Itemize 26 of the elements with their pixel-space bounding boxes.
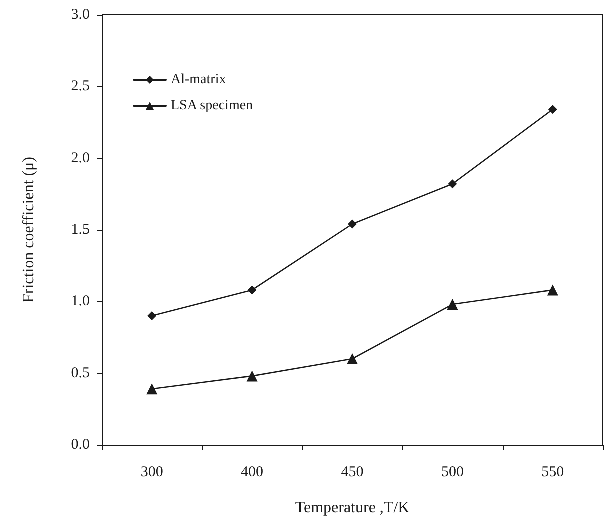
point	[246, 370, 258, 382]
y-tick-label: 3.0	[71, 7, 90, 23]
point	[447, 299, 458, 310]
y-tick-label: 0.0	[71, 437, 90, 453]
y-axis-title: Friction coefficient (μ)	[20, 156, 38, 304]
x-tick-label: 400	[241, 464, 264, 480]
x-axis-title: Temperature ,T/K	[295, 500, 410, 516]
x-tick-label: 550	[542, 464, 564, 480]
y-tick-label: 1.0	[71, 294, 90, 310]
point	[547, 284, 558, 296]
y-tick-label: 1.5	[71, 222, 90, 238]
point	[548, 105, 558, 114]
point	[347, 354, 358, 364]
y-tick-label: 0.5	[71, 365, 90, 382]
x-tick-label: 300	[140, 464, 164, 480]
point	[148, 312, 157, 320]
point	[448, 180, 458, 189]
x-tick-label: 450	[341, 464, 364, 480]
y-tick-label: 2.5	[71, 78, 90, 95]
y-tick-label: 2.0	[71, 150, 90, 166]
point	[348, 220, 357, 229]
point	[146, 384, 158, 395]
x-tick-label: 500	[441, 464, 464, 480]
legend-label: Al-matrix	[171, 72, 226, 88]
legend-label: LSA specimen	[171, 98, 254, 114]
point	[248, 286, 257, 295]
